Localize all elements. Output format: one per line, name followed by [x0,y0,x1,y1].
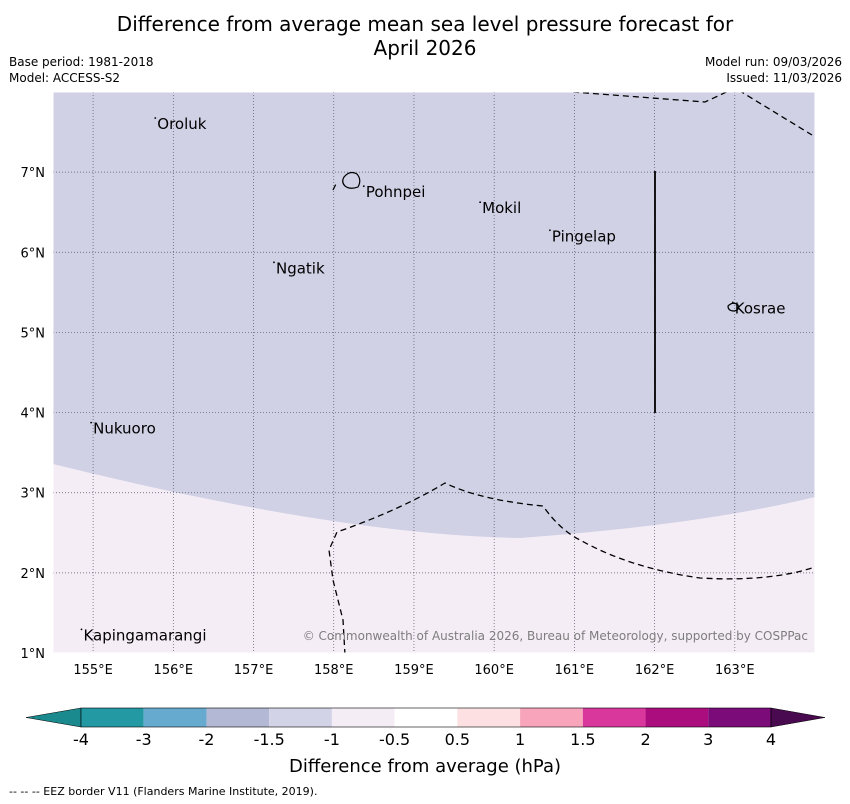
eez-border-south [328,482,815,653]
eez-borders [328,92,815,653]
eez-border-stub [332,183,337,191]
model-run: Model run: 09/03/2026 [704,55,842,69]
lat-tick-labels: 1°N 2°N 3°N 4°N 5°N 6°N 7°N [21,166,46,662]
place-marker [362,185,365,188]
place-marker [80,628,83,631]
colorbar-tick-label: -3 [136,730,152,749]
place-marker [273,261,275,264]
colorbar-bin [457,708,521,727]
lon-tick-label: 155°E [73,663,113,678]
model-name: Model: ACCESS-S2 [9,71,121,85]
colorbar-tick-label: 1.5 [570,730,595,749]
map-title: Difference from average mean sea level p… [0,12,850,60]
colorbar-bin [582,708,646,727]
lat-tick-label: 5°N [21,326,46,341]
footer-note: -- -- -- EEZ border V11 (Flanders Marine… [9,785,318,798]
place-label: Oroluk [157,115,206,133]
pressure-regions [53,92,815,653]
colorbar-tick-label: -1.5 [254,730,285,749]
issued-date: Issued: 11/03/2026 [726,71,842,85]
lat-tick-label: 3°N [21,487,46,502]
place-label: Kosrae [735,299,786,317]
place-marker [479,201,482,204]
lon-tick-labels: 155°E 156°E 157°E 158°E 159°E 160°E 161°E 162°E… [73,663,754,678]
lat-tick-label: 7°N [21,166,46,181]
colorbar-bin [81,708,144,727]
meta-right: Model run: 09/03/2026 Issued: 11/03/2026 [705,54,842,86]
lat-tick-label: 6°N [21,246,46,261]
colorbar-bin [269,708,332,727]
lon-tick-label: 163°E [715,663,755,678]
place-label: Nukuoro [93,420,156,438]
colorbar-extend-high [770,707,826,728]
colorbar-bin [143,708,207,727]
place-marker [731,301,734,304]
lon-tick-label: 156°E [154,663,194,678]
colorbar-tick-label: 3 [703,730,713,749]
colorbar-tick-label: 1 [515,730,525,749]
eez-border-north [572,92,813,136]
lon-tick-label: 157°E [234,663,274,678]
title-line-1: Difference from average mean sea level p… [116,12,734,36]
lat-tick-label: 2°N [21,567,46,582]
place-label: Pohnpei [366,183,426,201]
place-marker [549,229,551,232]
colorbar-tick-label: -2 [198,730,214,749]
lon-tick-label: 159°E [394,663,434,678]
meta-left: Base period: 1981-2018 Model: ACCESS-S2 [9,54,154,86]
place-label: Pingelap [552,227,616,245]
base-period: Base period: 1981-2018 [9,55,154,69]
region-upper [53,92,815,538]
place-label: Ngatik [276,259,325,277]
colorbar-tick-label: -4 [73,730,89,749]
lon-tick-label: 158°E [314,663,354,678]
place-label: Mokil [482,199,521,217]
lon-tick-label: 160°E [474,663,514,678]
colorbar-tick-label: -1 [324,730,340,749]
lat-tick-label: 1°N [21,647,46,662]
colorbar-outline [80,707,772,728]
colorbar-tick-label: 2 [640,730,650,749]
colorbar-bin [645,708,709,727]
place-label: Kapingamarangi [83,626,206,644]
colorbar-bin [206,708,270,727]
lat-tick-label: 4°N [21,407,46,422]
pohnpei-island [342,171,361,189]
plot-frame [52,91,816,654]
place-marker [154,117,157,119]
colorbar-bin [708,708,771,727]
colorbar-tick-label: -0.5 [379,730,410,749]
lon-tick-label: 162°E [635,663,675,678]
colorbar-label: Difference from average (hPa) [289,756,561,777]
colorbar-bin [394,708,458,727]
colorbar-tick-label: 4 [766,730,776,749]
copyright-text: © Commonwealth of Australia 2026, Bureau… [303,629,808,643]
colorbar-bin [331,708,395,727]
colorbar-tick-label: 0.5 [445,730,470,749]
title-line-2: April 2026 [373,36,477,60]
place-labels: Oroluk Pohnpei Mokil Pingelap Ngatik Kosrae Nu… [80,115,786,644]
place-marker [90,421,93,424]
colorbar: -4 -3 -2 -1.5 -1 -0.5 0.5 1 1.5 2 3 4 [25,707,826,749]
lon-tick-label: 161°E [555,663,595,678]
colorbar-bin [520,708,583,727]
colorbar-extend-low [25,707,82,728]
